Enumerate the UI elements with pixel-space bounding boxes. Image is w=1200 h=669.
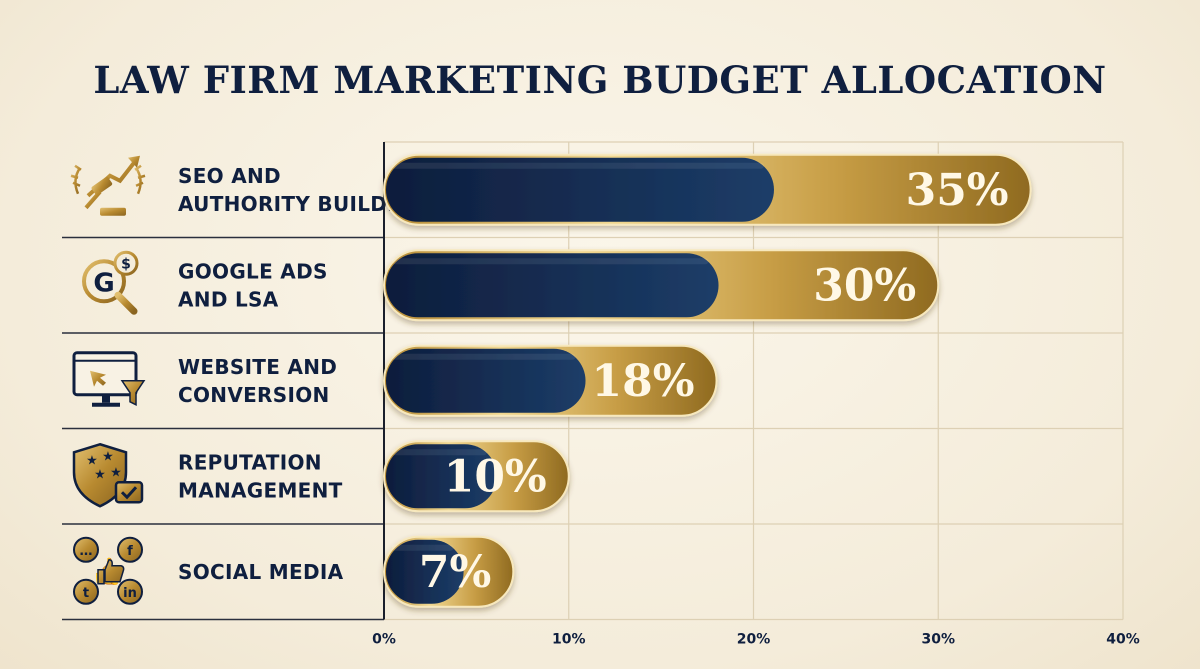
star: ★ — [110, 465, 122, 480]
social-badge — [73, 578, 99, 605]
google-g: G — [93, 268, 114, 298]
gavel-handle — [84, 190, 102, 210]
bar — [383, 153, 1032, 226]
bar — [383, 249, 940, 322]
x-tick-label: 30% — [921, 632, 955, 648]
cursor — [90, 370, 106, 387]
social-badge — [73, 536, 99, 563]
magnifier-ring — [82, 259, 126, 304]
bar-navy — [386, 444, 497, 509]
category-label: AND LSA — [178, 287, 279, 311]
bar-highlight — [392, 353, 576, 360]
social-glyph: … — [80, 544, 93, 559]
check-bubble — [114, 481, 144, 504]
category-label: CONVERSION — [178, 383, 330, 407]
star: ★ — [94, 467, 106, 482]
bar-navy — [386, 348, 586, 413]
value-label: 10% — [444, 451, 547, 502]
thumbs-up-shape — [97, 558, 125, 585]
dollar-sign: $ — [121, 256, 131, 272]
laurel-left — [70, 164, 82, 195]
bar — [383, 440, 570, 513]
value-label: 7% — [419, 547, 491, 598]
social-glyph: in — [123, 586, 137, 601]
bar — [383, 344, 718, 417]
bar-navy — [386, 253, 719, 318]
star: ★ — [102, 449, 114, 464]
arrow-head — [128, 155, 140, 168]
bar-navy — [386, 157, 774, 222]
bar-highlight — [392, 258, 709, 265]
bar-navy — [386, 539, 464, 604]
chart-title: LAW FIRM MARKETING BUDGET ALLOCATION — [93, 58, 1107, 102]
gavel-block — [100, 207, 126, 216]
monitor-base — [92, 402, 120, 407]
category-label: SOCIAL MEDIA — [178, 560, 344, 584]
laurel-right — [134, 164, 146, 195]
bar-highlight — [392, 449, 487, 456]
value-label: 35% — [906, 165, 1009, 216]
social-glyph: f — [127, 544, 133, 559]
funnel — [120, 380, 146, 406]
x-tick-label: 40% — [1106, 632, 1140, 648]
x-tick-label: 10% — [552, 632, 586, 648]
shield-stars-icon: ★ ★★ ★ — [72, 442, 144, 508]
category-label: GOOGLE ADS — [178, 259, 328, 283]
bars: 35% 30% 18% 10% 7% — [383, 153, 1032, 608]
category-label: WEBSITE AND — [178, 355, 337, 379]
magnifier-handle — [114, 291, 138, 315]
check-mark — [120, 486, 138, 500]
google-search-dollar-icon: G$ — [82, 250, 139, 315]
value-label: 18% — [592, 356, 695, 407]
value-label: 30% — [813, 260, 916, 311]
category-label: MANAGEMENT — [178, 478, 343, 502]
monitor-funnel-icon — [72, 351, 146, 407]
social-badge — [117, 536, 143, 563]
x-axis-ticks: 0% 10% 20% 30% 40% — [372, 632, 1140, 648]
star: ★ — [86, 453, 98, 468]
dollar-coin — [113, 250, 139, 276]
monitor-stand — [102, 394, 110, 403]
bar-highlight — [392, 544, 454, 551]
bar — [383, 535, 515, 608]
x-tick-label: 20% — [737, 632, 771, 648]
social-badge — [117, 578, 143, 605]
x-tick-label: 0% — [372, 632, 396, 648]
social-glyph: t — [83, 586, 89, 601]
shield — [72, 442, 128, 508]
gavel-head — [91, 176, 113, 195]
category-label: SEO AND — [178, 164, 281, 188]
gavel-growth-icon — [70, 155, 146, 216]
bar-highlight — [392, 162, 764, 169]
category-label: REPUTATION — [178, 450, 322, 474]
